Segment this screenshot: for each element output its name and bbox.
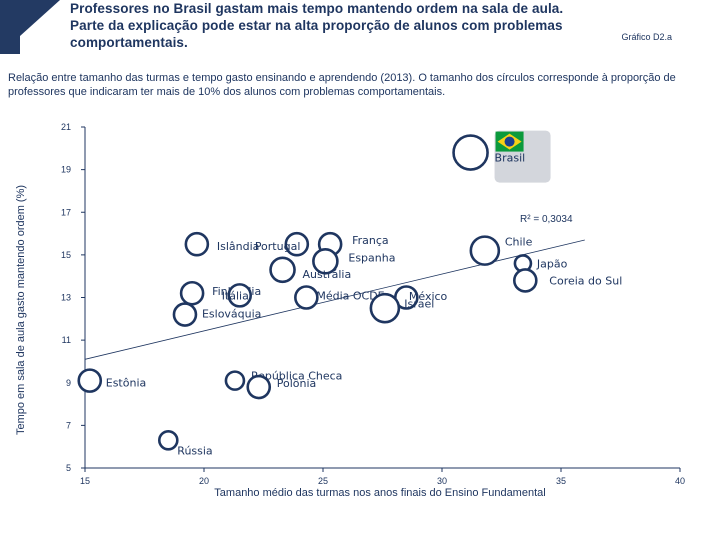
y-tick-label: 13 — [61, 293, 71, 303]
point-label: Israel — [404, 298, 434, 311]
point-marker — [179, 280, 205, 306]
y-tick-label: 15 — [61, 250, 71, 260]
trend-line — [84, 239, 585, 360]
y-tick-label: 11 — [62, 335, 71, 345]
point-marker — [224, 370, 246, 391]
y-tick-label: 7 — [66, 420, 71, 430]
point-label: Estônia — [106, 377, 147, 390]
page-title: Professores no Brasil gastam mais tempo … — [70, 1, 564, 50]
x-tick-label: 20 — [199, 476, 209, 486]
point-marker — [227, 283, 252, 308]
point-label: Eslováquia — [202, 308, 261, 321]
point-label: Polônia — [277, 377, 317, 390]
point-label: Coreia do Sul — [549, 274, 622, 287]
y-tick-label: 21 — [61, 122, 71, 132]
point-label: Austrália — [303, 268, 352, 281]
x-tick-label: 40 — [675, 476, 685, 486]
y-tick-label: 19 — [61, 165, 71, 175]
point-marker — [172, 302, 198, 327]
header-accent-wedge — [0, 0, 60, 54]
chart-tag: Gráfico D2.a — [621, 32, 672, 42]
point-label: Chile — [505, 236, 533, 249]
point-label: República Checa — [251, 370, 342, 383]
point-marker — [512, 268, 538, 293]
header-bar — [0, 0, 720, 54]
x-tick-label: 35 — [556, 476, 566, 486]
point-label: Islândia — [217, 240, 260, 253]
point-label: Brasil — [495, 152, 526, 165]
point-marker — [469, 235, 501, 266]
point-marker — [312, 247, 339, 275]
point-marker — [294, 285, 319, 310]
brazil-flag-globe — [504, 136, 515, 147]
y-axis-label: Tempo em sala de aula gasto mantendo ord… — [15, 184, 27, 436]
point-label: Espanha — [348, 251, 395, 264]
point-label: França — [352, 234, 389, 247]
chart-subtitle: Relação entre tamanho das turmas e tempo… — [8, 72, 676, 98]
point-marker — [284, 231, 310, 257]
x-tick-label: 30 — [437, 476, 447, 486]
point-label: Japão — [536, 257, 568, 270]
point-label: Portugal — [255, 240, 301, 253]
point-label: México — [409, 290, 448, 303]
y-tick-label: 5 — [66, 463, 71, 473]
point-marker — [246, 374, 272, 400]
x-tick-label: 25 — [318, 476, 328, 486]
point-label: Rússia — [177, 444, 212, 457]
point-label: Média OCDE — [316, 290, 384, 303]
point-marker — [269, 256, 296, 284]
point-marker — [158, 429, 179, 451]
x-axis-label: Tamanho médio das turmas nos anos finais… — [214, 487, 546, 499]
point-marker — [369, 292, 401, 324]
r2-label: R² = 0,3034 — [520, 214, 573, 225]
point-label: Itália — [222, 289, 249, 302]
x-tick-label: 15 — [80, 476, 90, 486]
point-marker — [184, 231, 210, 257]
y-tick-label: 9 — [66, 378, 71, 388]
point-marker — [77, 368, 103, 393]
y-tick-label: 17 — [61, 207, 71, 217]
point-marker — [452, 134, 489, 171]
